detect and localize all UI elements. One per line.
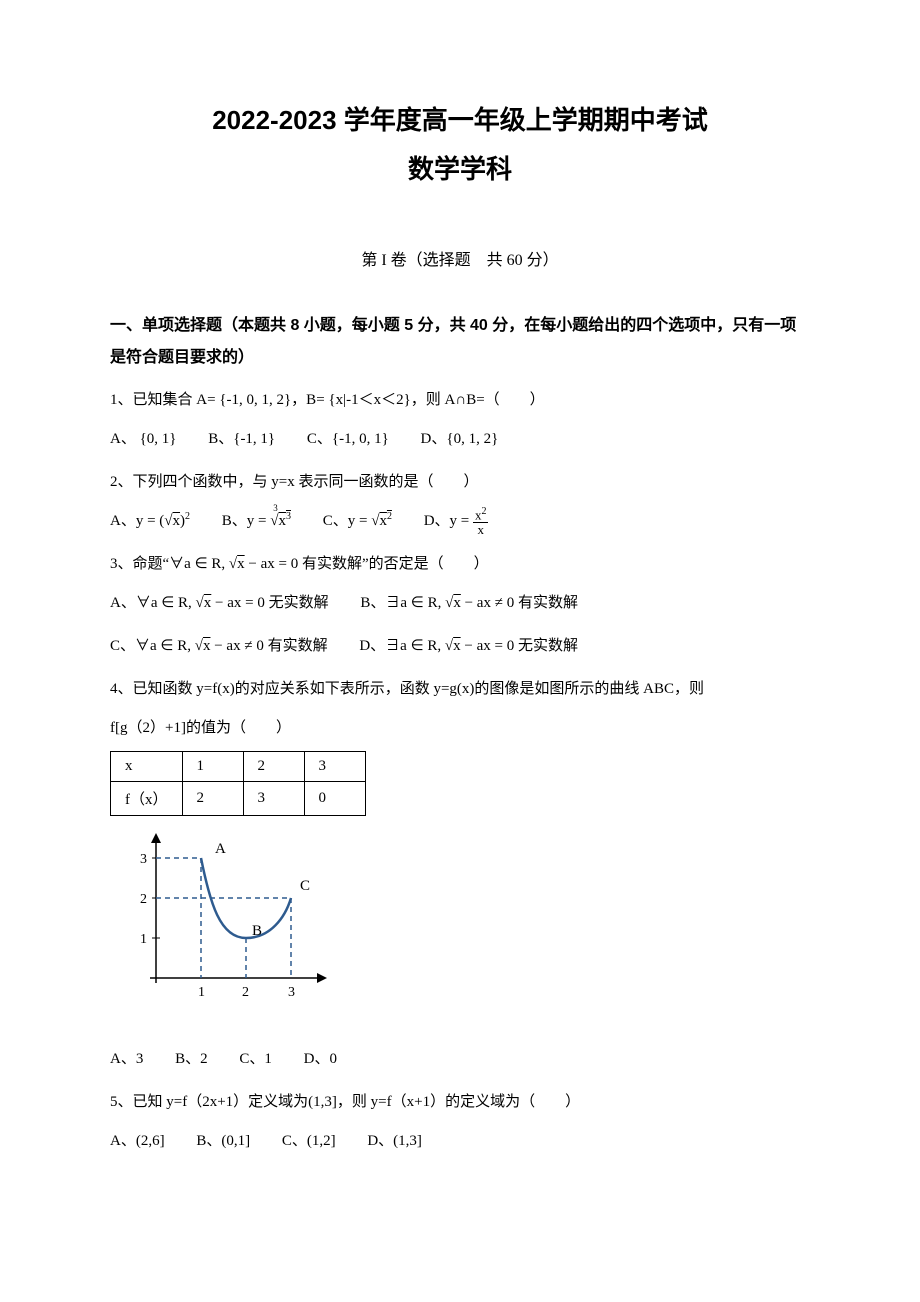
question-4-line1: 4、已知函数 y=f(x)的对应关系如下表所示，函数 y=g(x)的图像是如图所…: [110, 673, 810, 706]
q3-option-d: D、∃a ∈ R, √x − ax = 0 无实数解: [359, 638, 578, 654]
q3-option-a: A、∀a ∈ R, √x − ax = 0 无实数解: [110, 595, 329, 611]
question-1-options: A、 {0, 1} B、{-1, 1} C、{-1, 0, 1} D、{0, 1…: [110, 423, 810, 456]
label-c: C: [300, 878, 310, 894]
q1-option-d: D、{0, 1, 2}: [421, 431, 499, 447]
cell: 1: [182, 752, 243, 782]
q5-option-b: B、(0,1]: [196, 1133, 250, 1149]
x-tick-3: 3: [288, 985, 295, 1000]
q3-option-c: C、∀a ∈ R, √x − ax ≠ 0 有实数解: [110, 638, 328, 654]
question-4-options: A、3 B、2 C、1 D、0: [110, 1043, 810, 1076]
q3-option-b: B、∃a ∈ R, √x − ax ≠ 0 有实数解: [360, 595, 578, 611]
q1-option-a: A、 {0, 1}: [110, 431, 176, 447]
question-5: 5、已知 y=f（2x+1）定义域为(1,3]，则 y=f（x+1）的定义域为（…: [110, 1086, 810, 1119]
title-line-1: 2022-2023 学年度高一年级上学期期中考试: [110, 100, 810, 137]
cell: 2: [182, 782, 243, 816]
y-tick-3: 3: [140, 852, 147, 867]
cell: 0: [304, 782, 365, 816]
q5-option-c: C、(1,2]: [282, 1133, 336, 1149]
question-3: 3、命题“∀a ∈ R, √x − ax = 0 有实数解”的否定是（ ）: [110, 548, 810, 581]
question-3-options-row2: C、∀a ∈ R, √x − ax ≠ 0 有实数解 D、∃a ∈ R, √x …: [110, 630, 810, 663]
question-2-options: A、y = (√x)2 B、y = 3√x3 C、y = √x2 D、y = x…: [110, 505, 810, 538]
q4-table: x 1 2 3 f（x） 2 3 0: [110, 751, 366, 816]
instructions: 一、单项选择题（本题共 8 小题，每小题 5 分，共 40 分，在每小题给出的四…: [110, 310, 810, 374]
section-header: 第 I 卷（选择题 共 60 分）: [110, 246, 810, 270]
cell: 2: [243, 752, 304, 782]
q2-option-b: B、y = 3√x3: [222, 513, 291, 529]
q2-option-d: D、y = x2x: [424, 513, 489, 529]
q2-option-c: C、y = √x2: [323, 513, 392, 529]
cell: f（x）: [111, 782, 183, 816]
x-tick-2: 2: [242, 985, 249, 1000]
q4-option-a: A、3: [110, 1051, 143, 1067]
q4-option-c: C、1: [239, 1051, 272, 1067]
y-tick-2: 2: [140, 892, 147, 907]
q1-option-c: C、{-1, 0, 1}: [307, 431, 389, 447]
label-b: B: [252, 923, 262, 939]
q4-option-b: B、2: [175, 1051, 208, 1067]
question-2: 2、下列四个函数中，与 y=x 表示同一函数的是（ ）: [110, 466, 810, 499]
question-1: 1、已知集合 A= {-1, 0, 1, 2}，B= {x|-1＜x＜2}，则 …: [110, 384, 810, 417]
question-4-line2: f[g（2）+1]的值为（ ）: [110, 712, 810, 745]
table-row: f（x） 2 3 0: [111, 782, 366, 816]
title-line-2: 数学学科: [110, 149, 810, 186]
cell: 3: [304, 752, 365, 782]
cell: x: [111, 752, 183, 782]
q1-option-b: B、{-1, 1}: [208, 431, 275, 447]
q5-option-a: A、(2,6]: [110, 1133, 165, 1149]
q2-option-a: A、y = (√x)2: [110, 513, 190, 529]
q5-option-d: D、(1,3]: [367, 1133, 422, 1149]
table-row: x 1 2 3: [111, 752, 366, 782]
graph-svg: 1 2 3 1 2 3 A B C: [120, 828, 340, 1018]
label-a: A: [215, 841, 226, 857]
exam-page: 2022-2023 学年度高一年级上学期期中考试 数学学科 第 I 卷（选择题 …: [0, 0, 920, 1302]
y-tick-1: 1: [140, 932, 147, 947]
question-3-options-row1: A、∀a ∈ R, √x − ax = 0 无实数解 B、∃a ∈ R, √x …: [110, 587, 810, 620]
x-tick-1: 1: [198, 985, 205, 1000]
q4-graph: 1 2 3 1 2 3 A B C: [120, 828, 810, 1023]
q4-option-d: D、0: [304, 1051, 337, 1067]
cell: 3: [243, 782, 304, 816]
question-5-options: A、(2,6] B、(0,1] C、(1,2] D、(1,3]: [110, 1125, 810, 1158]
